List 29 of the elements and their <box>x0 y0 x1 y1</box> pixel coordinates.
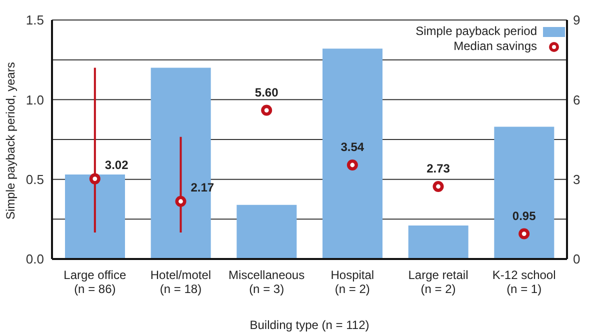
y-tick-label: 1.0 <box>26 92 44 108</box>
data-label: 0.95 <box>512 208 536 223</box>
x-tick-label: Large office (n = 86) <box>64 268 126 296</box>
x-axis-title: Building type (n = 112) <box>250 318 370 332</box>
x-tick-label: K-12 school (n = 1) <box>492 268 556 296</box>
x-tick-label: Large retail (n = 2) <box>408 268 468 296</box>
bar <box>322 48 382 259</box>
y-axis-title: Simple payback period, years <box>3 62 18 220</box>
point <box>346 159 358 170</box>
bar <box>65 174 125 259</box>
y2-tick-label: 6 <box>573 92 580 108</box>
bar <box>236 204 297 259</box>
legend-label: Simple payback period <box>416 24 537 39</box>
y2-tick-label: 0 <box>573 252 580 267</box>
y-tick-label: 0.5 <box>26 172 44 187</box>
y2-tick-label: 3 <box>573 172 580 187</box>
data-label: 5.60 <box>254 85 279 100</box>
x-tick-label: Miscellaneous (n = 3) <box>228 268 305 296</box>
data-label: 2.73 <box>426 162 450 176</box>
data-label: 3.54 <box>340 140 364 154</box>
y-tick-label: 0.0 <box>26 252 44 267</box>
y-tick-label: 1.5 <box>26 12 44 28</box>
bar <box>494 126 554 259</box>
y2-tick-label: 9 <box>573 12 580 28</box>
x-tick-label: Hotel/motel (n = 18) <box>150 268 212 296</box>
data-label: 3.02 <box>104 158 129 172</box>
bar <box>408 226 468 259</box>
legend-label: Median savings <box>454 39 537 54</box>
x-tick-label: Hospital (n = 2) <box>330 268 374 296</box>
